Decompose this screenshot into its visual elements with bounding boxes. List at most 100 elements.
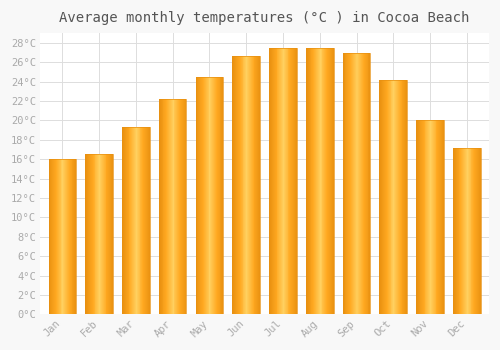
Bar	[441, 119, 442, 314]
Bar	[316, 48, 317, 314]
Title: Average monthly temperatures (°C ) in Cocoa Beach: Average monthly temperatures (°C ) in Co…	[60, 11, 470, 25]
Bar	[138, 127, 140, 314]
Bar	[145, 127, 146, 314]
Bar	[181, 99, 182, 314]
Bar	[365, 52, 366, 314]
Bar	[332, 48, 334, 314]
Bar	[346, 52, 348, 314]
Bar	[326, 48, 327, 314]
Bar	[363, 52, 364, 314]
Bar	[112, 154, 113, 314]
Bar	[147, 127, 148, 314]
Bar	[352, 52, 353, 314]
Bar	[72, 159, 74, 314]
Bar	[206, 77, 208, 314]
Bar	[310, 48, 312, 314]
Bar	[422, 119, 424, 314]
Bar	[398, 80, 399, 314]
Bar	[424, 119, 426, 314]
Bar	[468, 148, 469, 314]
Bar	[405, 80, 406, 314]
Bar	[322, 48, 324, 314]
Bar	[216, 77, 217, 314]
Bar	[240, 56, 242, 314]
Bar	[96, 154, 98, 314]
Bar	[183, 99, 184, 314]
Bar	[387, 80, 388, 314]
Bar	[353, 52, 354, 314]
Bar	[217, 77, 218, 314]
Bar	[133, 127, 134, 314]
Bar	[431, 119, 432, 314]
Bar	[466, 148, 467, 314]
Bar	[50, 159, 51, 314]
Bar	[205, 77, 206, 314]
Bar	[258, 56, 259, 314]
Bar	[62, 159, 64, 314]
Bar	[215, 77, 216, 314]
Bar	[327, 48, 328, 314]
Bar	[212, 77, 213, 314]
Bar	[143, 127, 144, 314]
Bar	[132, 127, 133, 314]
Bar	[349, 52, 350, 314]
Bar	[383, 80, 384, 314]
Bar	[282, 48, 283, 314]
Bar	[342, 52, 370, 314]
Bar	[280, 48, 281, 314]
Bar	[234, 56, 235, 314]
Bar	[48, 159, 50, 314]
Bar	[314, 48, 315, 314]
Bar	[308, 48, 310, 314]
Bar	[428, 119, 429, 314]
Bar	[254, 56, 256, 314]
Bar	[396, 80, 397, 314]
Bar	[294, 48, 295, 314]
Bar	[295, 48, 296, 314]
Bar	[172, 99, 174, 314]
Bar	[439, 119, 440, 314]
Bar	[252, 56, 254, 314]
Bar	[433, 119, 434, 314]
Bar	[232, 56, 234, 314]
Bar	[443, 119, 444, 314]
Bar	[360, 52, 361, 314]
Bar	[464, 148, 465, 314]
Bar	[66, 159, 67, 314]
Bar	[418, 119, 419, 314]
Bar	[64, 159, 65, 314]
Bar	[249, 56, 250, 314]
Bar	[368, 52, 370, 314]
Bar	[320, 48, 322, 314]
Bar	[317, 48, 318, 314]
Bar	[478, 148, 479, 314]
Bar	[89, 154, 90, 314]
Bar	[166, 99, 167, 314]
Bar	[366, 52, 368, 314]
Bar	[380, 80, 407, 314]
Bar	[65, 159, 66, 314]
Bar	[146, 127, 147, 314]
Bar	[208, 77, 210, 314]
Bar	[306, 48, 307, 314]
Bar	[244, 56, 246, 314]
Bar	[214, 77, 215, 314]
Bar	[270, 48, 271, 314]
Bar	[257, 56, 258, 314]
Bar	[281, 48, 282, 314]
Bar	[475, 148, 476, 314]
Bar	[160, 99, 162, 314]
Bar	[162, 99, 164, 314]
Bar	[273, 48, 274, 314]
Bar	[392, 80, 394, 314]
Bar	[149, 127, 150, 314]
Bar	[68, 159, 69, 314]
Bar	[291, 48, 292, 314]
Bar	[144, 127, 145, 314]
Bar	[204, 77, 205, 314]
Bar	[454, 148, 455, 314]
Bar	[288, 48, 290, 314]
Bar	[55, 159, 56, 314]
Bar	[397, 80, 398, 314]
Bar	[430, 119, 431, 314]
